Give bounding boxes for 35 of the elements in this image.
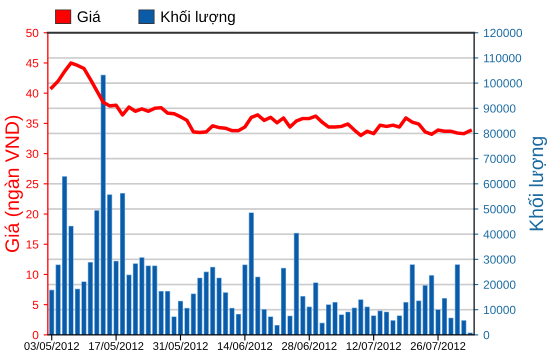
- y2-tick-label: 0: [484, 330, 490, 340]
- y2-tick-label: 80000: [484, 130, 516, 138]
- y-tick-label: 0: [32, 330, 38, 340]
- y-tick-label: 5: [32, 300, 38, 310]
- y-tick-label: 40: [26, 89, 38, 98]
- x-tick-label: 31/05/2012: [153, 342, 208, 350]
- y-tick-label: 35: [26, 119, 38, 128]
- y2-tick-label: 30000: [484, 255, 516, 264]
- y2-tick-label: 10000: [484, 306, 516, 314]
- y-tick-label: 45: [26, 59, 38, 68]
- y2-tick-label: 60000: [484, 180, 516, 188]
- y-tick-label: 50: [26, 28, 38, 38]
- x-tick-label: 26/07/2012: [410, 342, 466, 350]
- y-tick-label: 30: [26, 150, 38, 158]
- y2-tick-label: 70000: [484, 154, 516, 164]
- x-tick-label: 14/06/2012: [218, 342, 272, 350]
- y-axis-title: Giá (ngàn VND): [4, 116, 23, 252]
- y-tick-label: 10: [26, 270, 38, 279]
- y2-tick-label: 120000: [484, 28, 522, 38]
- legend-label: Giá: [78, 10, 101, 22]
- x-tick-label: 12/07/2012: [346, 342, 401, 350]
- y2-tick-label: 90000: [484, 104, 516, 113]
- y-tick-label: 20: [26, 210, 38, 218]
- x-tick-label: 17/05/2012: [89, 342, 144, 350]
- x-tick-label: 28/06/2012: [282, 342, 337, 350]
- y2-tick-label: 20000: [484, 280, 516, 289]
- y2-tick-label: 50000: [484, 205, 516, 214]
- y2-axis-title: Khối lượng: [528, 137, 548, 230]
- legend-label: Khối lượng: [161, 10, 235, 26]
- y2-tick-label: 100000: [484, 79, 522, 88]
- y-tick-label: 15: [26, 240, 38, 249]
- y-tick-label: 25: [26, 180, 38, 188]
- y2-tick-label: 40000: [483, 230, 516, 239]
- y2-tick-label: 110000: [484, 54, 522, 62]
- x-tick-label: 03/05/2012: [24, 342, 79, 350]
